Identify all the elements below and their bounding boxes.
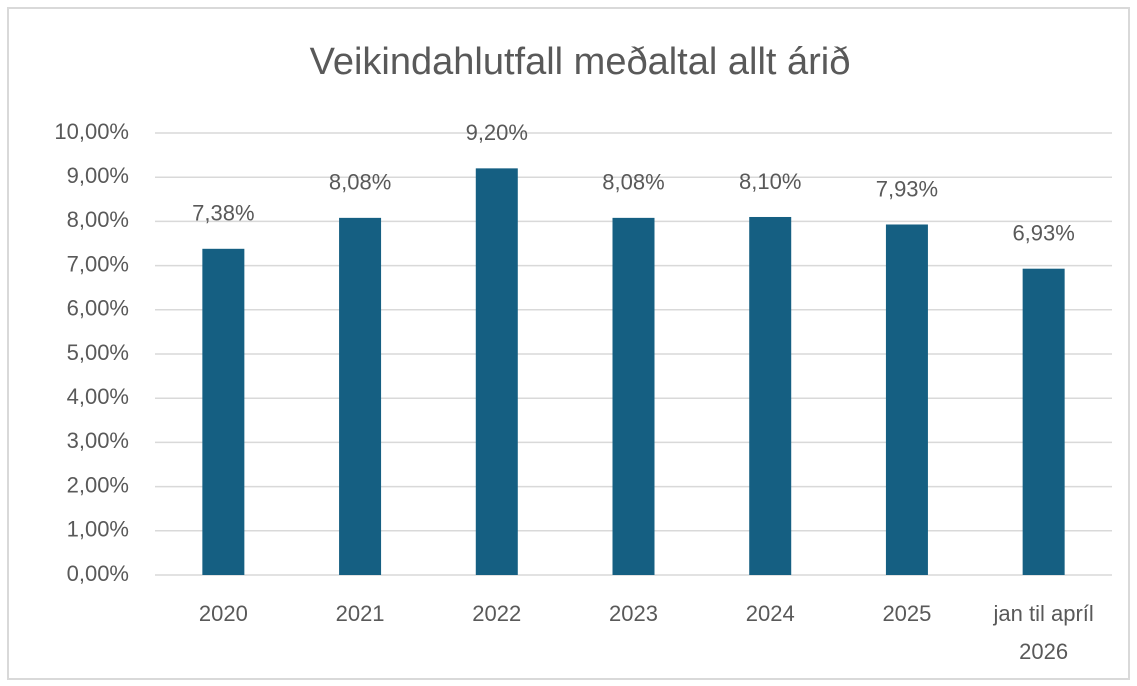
data-label: 7,93% — [876, 176, 938, 201]
bar — [885, 224, 928, 575]
data-label: 8,08% — [329, 170, 391, 195]
y-tick-label: 2,00% — [67, 472, 129, 497]
bar — [749, 216, 792, 576]
y-tick-label: 3,00% — [67, 428, 129, 453]
x-tick-label: 2020 — [199, 601, 248, 626]
bar — [612, 217, 655, 575]
x-tick-label: 2022 — [472, 601, 521, 626]
x-tick-label: 2023 — [609, 601, 658, 626]
x-tick-label: jan til apríl 2026 — [993, 601, 1094, 664]
y-tick-label: 4,00% — [67, 384, 129, 409]
y-tick-label: 6,00% — [67, 296, 129, 321]
y-tick-label: 1,00% — [67, 517, 129, 542]
data-label: 6,93% — [1012, 221, 1074, 246]
bar — [475, 168, 518, 576]
bar — [202, 248, 245, 575]
chart-frame — [7, 7, 1130, 680]
y-tick-label: 9,00% — [67, 163, 129, 188]
y-tick-label: 8,00% — [67, 207, 129, 232]
chart-title: Veikindahlutfall meðaltal allt árið — [310, 41, 851, 83]
y-tick-label: 5,00% — [67, 340, 129, 365]
x-tick-label: 2021 — [336, 601, 385, 626]
y-tick-label: 7,00% — [67, 251, 129, 276]
bar — [1022, 268, 1065, 575]
x-tick-label: 2025 — [882, 601, 931, 626]
data-label: 8,10% — [739, 169, 801, 194]
x-tick-label: 2024 — [746, 601, 795, 626]
data-label: 9,20% — [466, 120, 528, 145]
data-label: 7,38% — [192, 201, 254, 226]
y-tick-label: 0,00% — [67, 561, 129, 586]
data-label: 8,08% — [602, 170, 664, 195]
y-tick-label: 10,00% — [54, 119, 129, 144]
bar — [339, 217, 382, 575]
